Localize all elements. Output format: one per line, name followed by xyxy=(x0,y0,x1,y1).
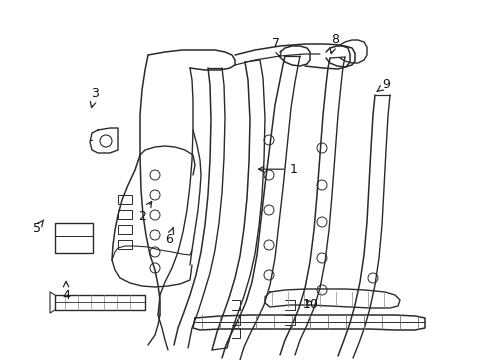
Bar xyxy=(118,225,132,234)
Text: 3: 3 xyxy=(90,87,99,108)
Text: 6: 6 xyxy=(164,228,173,246)
Text: 2: 2 xyxy=(138,202,151,222)
Text: 1: 1 xyxy=(258,163,297,176)
Bar xyxy=(118,210,132,219)
Text: 9: 9 xyxy=(376,78,389,91)
Bar xyxy=(118,240,132,249)
Text: 5: 5 xyxy=(33,220,43,235)
Text: 7: 7 xyxy=(272,37,281,57)
Text: 10: 10 xyxy=(302,298,318,311)
Text: 4: 4 xyxy=(62,282,70,302)
Bar xyxy=(118,195,132,204)
Bar xyxy=(55,223,93,253)
Text: 8: 8 xyxy=(329,33,338,54)
